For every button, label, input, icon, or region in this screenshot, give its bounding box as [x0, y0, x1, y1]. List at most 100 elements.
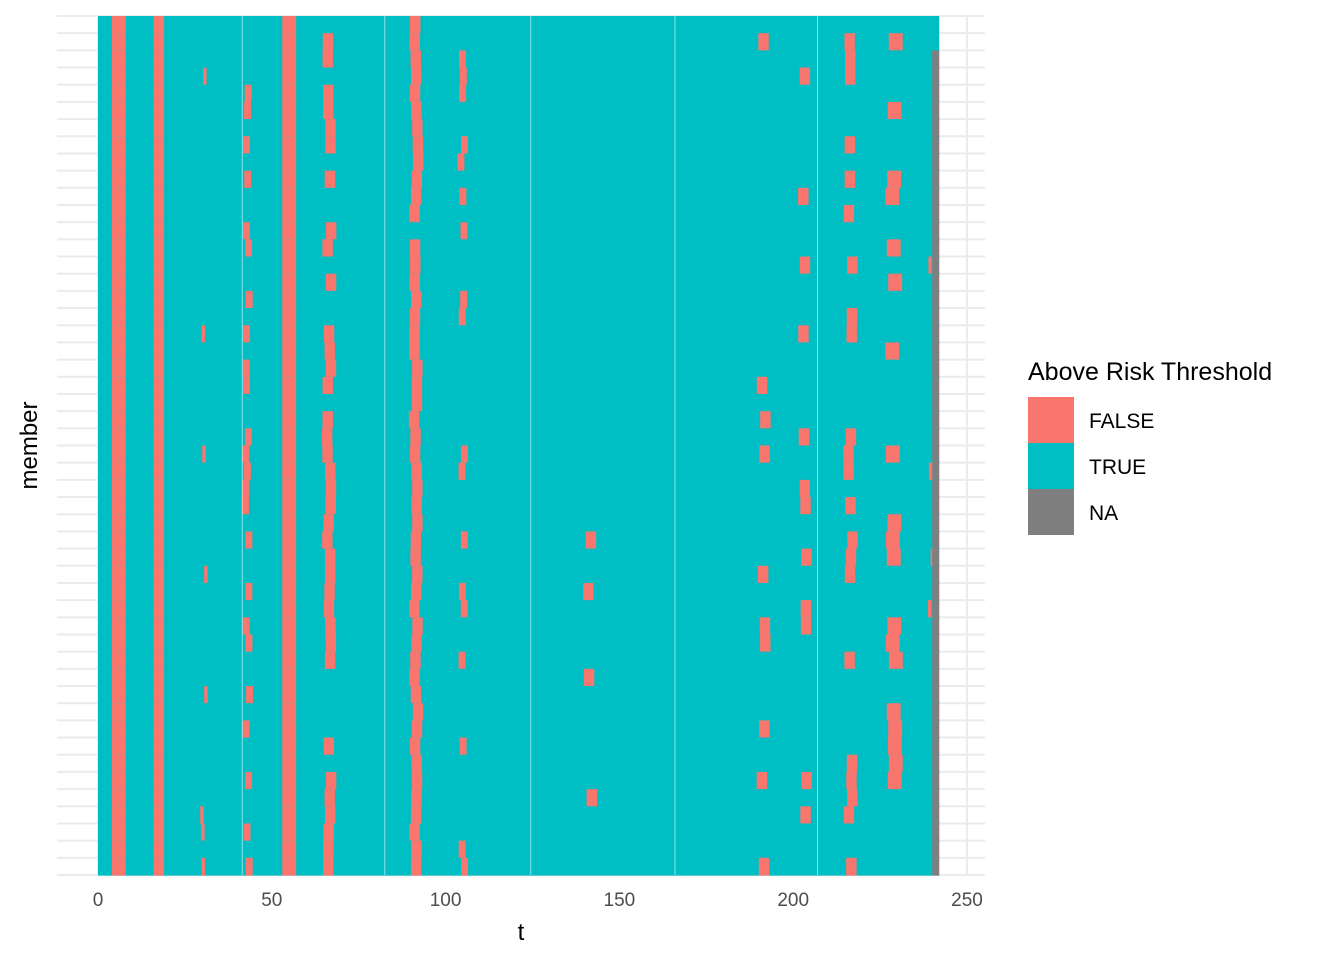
heatmap-cell-false: [153, 668, 165, 687]
heatmap-cell-false: [111, 531, 126, 550]
heatmap-cell-false: [410, 686, 422, 704]
heatmap-cell-false: [586, 789, 598, 807]
heatmap-cell-false: [843, 806, 855, 825]
heatmap-cell-false: [461, 857, 469, 876]
heatmap-cell-false: [583, 582, 594, 601]
heatmap-cell-false: [844, 136, 856, 155]
heatmap-cell-false: [411, 720, 423, 739]
heatmap-cell-true: [98, 290, 940, 309]
heatmap-cell-false: [153, 273, 165, 292]
heatmap-cell-false: [458, 840, 466, 859]
heatmap-cell-false: [111, 119, 126, 137]
heatmap-cell-false: [758, 857, 770, 876]
heatmap-cell-true: [98, 565, 940, 584]
heatmap-cell-false: [887, 514, 902, 532]
heatmap-cell-na: [932, 445, 940, 464]
heatmap-cell-false: [111, 136, 126, 155]
heatmap-cell-false: [885, 342, 900, 361]
heatmap-cell-false: [888, 720, 903, 739]
heatmap-cell-false: [411, 771, 423, 790]
heatmap-cell-false: [410, 531, 422, 550]
heatmap-cell-false: [282, 789, 297, 807]
heatmap-cell-na: [932, 359, 940, 378]
heatmap-cell-na: [932, 256, 940, 275]
heatmap-cell-false: [245, 771, 253, 790]
heatmap-cell-false: [111, 771, 126, 790]
heatmap-cell-na: [932, 582, 940, 601]
heatmap-cell-false: [111, 754, 126, 773]
heatmap-cell-false: [458, 50, 466, 69]
heatmap-cell-false: [153, 153, 165, 172]
heatmap-cell-false: [798, 325, 809, 344]
heatmap-cell-na: [932, 136, 940, 155]
heatmap-cell-false: [323, 101, 334, 120]
heatmap-cell-false: [325, 634, 337, 653]
x-tick-label: 0: [93, 890, 104, 911]
heatmap-cell-false: [282, 342, 297, 361]
legend-label-true: TRUE: [1089, 456, 1146, 479]
heatmap-cell-true: [98, 548, 940, 567]
heatmap-cell-false: [410, 548, 421, 567]
heatmap-cell-false: [282, 600, 297, 618]
heatmap-cell-false: [411, 393, 423, 412]
heatmap-cell-false: [111, 720, 126, 739]
heatmap-cell-true: [98, 582, 940, 601]
heatmap-cell-false: [111, 668, 126, 687]
heatmap-cell-false: [153, 393, 165, 412]
heatmap-cell-false: [242, 325, 250, 344]
heatmap-cell-false: [887, 771, 902, 790]
heatmap-cell-false: [888, 273, 903, 292]
heatmap-cell-false: [325, 806, 336, 825]
heatmap-cell-false: [323, 514, 334, 532]
x-tick-label: 250: [951, 890, 983, 911]
heatmap-cell-false: [843, 445, 854, 464]
heatmap-cell-false: [282, 67, 297, 86]
heatmap-cell-true: [98, 376, 940, 395]
heatmap-cell-false: [325, 462, 336, 481]
heatmap-cell-false: [756, 376, 768, 395]
heatmap-cell-false: [460, 290, 468, 309]
heatmap-cell-false: [153, 67, 165, 86]
heatmap-cell-false: [325, 222, 337, 240]
legend: Above Risk Threshold FALSE TRUE NA: [1028, 358, 1272, 535]
heatmap-cell-false: [153, 789, 165, 807]
heatmap-cell-false: [282, 308, 297, 326]
heatmap-cell-false: [111, 703, 126, 721]
heatmap-cell-false: [410, 16, 421, 34]
heatmap-cell-false: [324, 548, 336, 567]
heatmap-cell-true: [98, 651, 940, 670]
heatmap-cell-true: [98, 342, 940, 361]
heatmap-cell-false: [282, 170, 297, 189]
heatmap-cell-false: [412, 359, 423, 378]
heatmap-cell-false: [111, 428, 126, 447]
heatmap-cell-false: [460, 222, 468, 240]
heatmap-cell-false: [111, 204, 126, 223]
heatmap-cell-true: [98, 771, 940, 790]
heatmap-cell-false: [111, 153, 126, 172]
heatmap-cell-false: [323, 325, 335, 344]
heatmap-cell-na: [932, 325, 940, 344]
heatmap-cell-false: [153, 686, 165, 704]
heatmap-cell-false: [844, 565, 856, 584]
heatmap-cell-false: [111, 50, 126, 69]
heatmap-cell-true: [98, 170, 940, 189]
heatmap-cell-false: [885, 634, 900, 653]
heatmap-cell-na: [932, 50, 940, 69]
heatmap-cell-false: [153, 445, 165, 464]
heatmap-cell-na: [932, 376, 940, 395]
heatmap-cell-false: [845, 497, 856, 515]
heatmap-cell-false: [885, 445, 900, 464]
heatmap-cell-false: [798, 428, 810, 447]
heatmap-cell-false: [153, 737, 165, 756]
heatmap-cell-na: [932, 720, 940, 739]
heatmap-cell-true: [98, 411, 940, 429]
heatmap-cell-false: [844, 651, 855, 670]
heatmap-cell-false: [458, 462, 466, 481]
heatmap-cell-false: [847, 256, 858, 275]
heatmap-cell-false: [846, 308, 858, 326]
heatmap-cell-false: [282, 565, 297, 584]
heatmap-cell-false: [888, 754, 903, 773]
heatmap-cell-true: [98, 16, 940, 34]
heatmap-cell-false: [887, 617, 902, 636]
heatmap-cell-false: [282, 668, 297, 687]
